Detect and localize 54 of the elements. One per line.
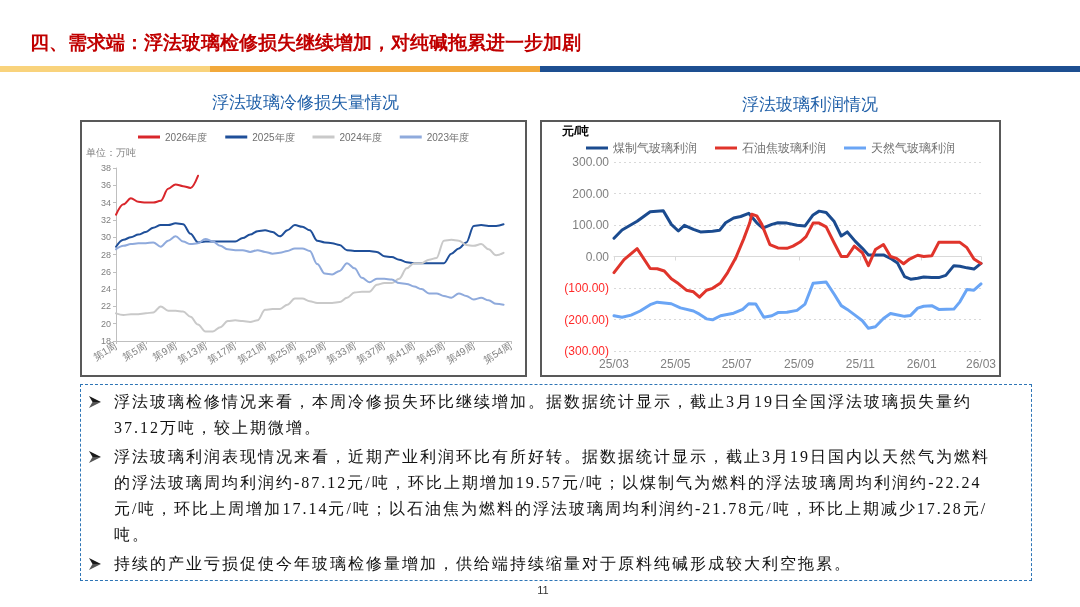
x-tick-label: 25/05 [660,357,691,371]
line-series [612,280,983,330]
x-tick-label: 第9周 [150,340,179,363]
y-tick-label: 26 [100,266,111,277]
chart-title: 浮法玻璃冷修损失量情况 [211,92,399,114]
text: 持续的产业亏损促使今年玻璃检修量增加，供给端持续缩量对于原料纯碱形成较大利空拖累。 [114,554,852,574]
line-series [115,222,505,265]
y-tick-label: 22 [100,301,111,312]
x-tick-label: 25/03 [598,357,630,371]
legend-label: 2024年度 [339,131,382,143]
x-tick-label: 26/03 [965,357,997,371]
x-tick-label: 25/11 [845,357,876,371]
line-series [115,235,505,306]
y-tick-label: 38 [100,163,111,173]
y-axis-title: 元/吨 [561,124,590,138]
legend-label: 2023年度 [426,131,469,143]
text: 11 [537,583,549,597]
legend-label: 石油焦玻璃利润 [742,141,826,155]
y-axis-title: 单位：万吨 [86,146,136,158]
y-tick-label: (200.00) [564,312,609,327]
x-tick-label: 第25周 [265,340,298,366]
y-tick-label: 36 [100,180,111,191]
y-tick-label: (300.00) [564,344,609,358]
y-tick-label: 28 [100,249,111,260]
y-tick-label: 30 [100,232,111,243]
text: 浮法玻璃利润表现情况来看，近期产业利润环比有所好转。据数据统计显示，截止3月19日国内以天然气为燃料的浮法玻璃周均利润约-87.12元/吨，环比上期增加19.57元/吨；以煤制气为燃料的浮法玻璃周均利润约-22.24元/吨，环比上周增加17.14元/吨；以石油焦为燃料的浮法玻璃周均利润约-21.78元/吨，环比上期减少17.28元/吨。 [114,447,991,545]
y-tick-label: 24 [100,284,111,295]
line-series [612,212,983,299]
chart-title: 浮法玻璃利润情况 [742,94,878,116]
y-tick-label: 100.00 [572,218,610,232]
x-tick-label: 第41周 [384,340,417,366]
y-tick-label: 20 [100,318,111,329]
line-series [612,209,983,281]
y-tick-label: 32 [100,214,111,225]
x-tick-label: 第21周 [235,340,268,366]
legend-label: 天然气玻璃利润 [871,141,955,155]
x-tick-label: 第45周 [414,340,447,366]
x-tick-label: 第54周 [481,340,514,366]
y-tick-label: 0.00 [585,249,610,264]
x-tick-label: 第49周 [444,340,477,366]
legend-label: 2026年度 [165,131,208,143]
text: 四、需求端：浮法玻璃检修损失继续增加，对纯碱拖累进一步加剧 [30,31,581,55]
legend-label: 2025年度 [252,131,295,143]
line-series [115,174,199,216]
y-tick-label: 34 [100,197,111,208]
y-tick-label: 300.00 [572,155,610,169]
x-tick-label: 25/07 [721,357,753,371]
legend-label: 煤制气玻璃利润 [613,141,697,155]
x-tick-label: 26/01 [906,357,938,371]
x-tick-label: 第5周 [120,340,149,363]
text: 浮法玻璃检修情况来看，本周冷修损失环比继续增加。据数据统计显示，截止3月19日全国浮法玻璃损失量约37.12万吨，较上期微增。 [114,392,973,438]
y-tick-label: 200.00 [572,186,610,201]
x-tick-label: 25/09 [783,357,815,371]
y-tick-label: (100.00) [564,281,609,295]
